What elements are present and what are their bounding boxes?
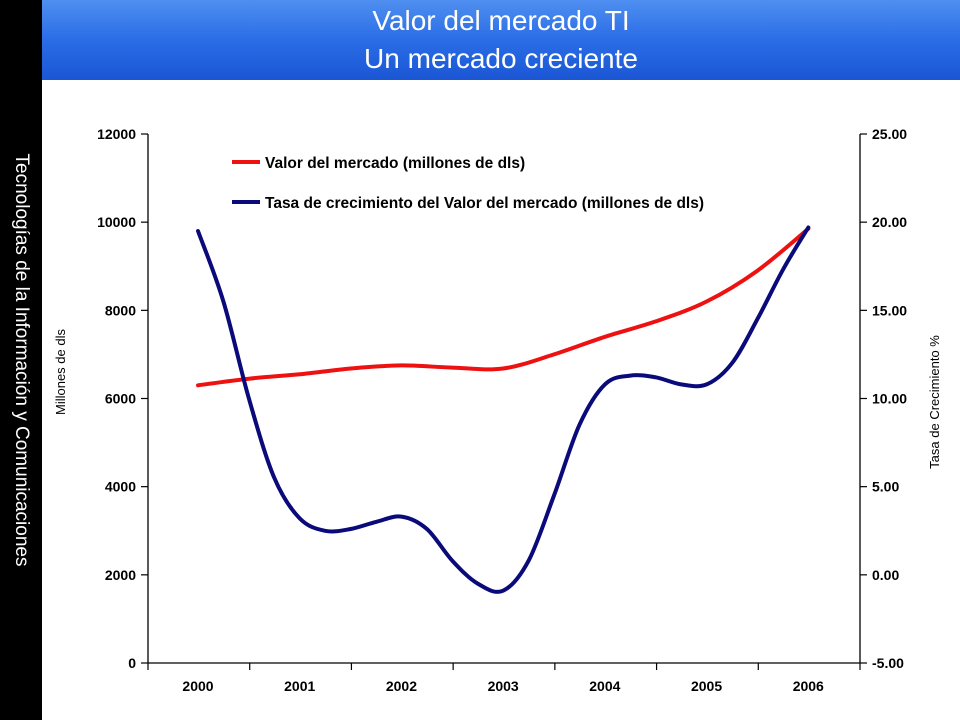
y-left-tick-label: 10000 xyxy=(97,214,136,230)
x-tick-label: 2000 xyxy=(182,678,213,694)
legend: Valor del mercado (millones de dls) Tasa … xyxy=(232,155,704,212)
y-left-tick-label: 0 xyxy=(128,655,136,671)
series-line-2 xyxy=(196,225,811,594)
y-right-tick-label: 5.00 xyxy=(872,479,899,495)
y-right-tick-label: 0.00 xyxy=(872,567,899,583)
y-right-tick-label: 15.00 xyxy=(872,302,907,318)
axes: 0 2000 4000 6000 8000 10000 12000 -5.00 0.00 5.00… xyxy=(97,126,907,694)
legend-label-1: Valor del mercado (millones de dls) xyxy=(265,155,525,172)
header: Valor del mercado TI Un mercado crecient… xyxy=(42,0,960,80)
x-tick-label: 2006 xyxy=(793,678,824,694)
legend-label-2: Tasa de crecimiento del Valor del mercad… xyxy=(265,195,704,212)
y-right-tick-label: 10.00 xyxy=(872,391,907,407)
y-right-tick-label: 20.00 xyxy=(872,214,907,230)
y-axis-left-title: Millones de dls xyxy=(53,329,68,415)
x-tick-label: 2003 xyxy=(488,678,519,694)
x-tick-label: 2002 xyxy=(386,678,417,694)
line-chart: 0 2000 4000 6000 8000 10000 12000 -5.00 0.00 5.00… xyxy=(53,126,942,694)
y-left-tick-label: 4000 xyxy=(105,479,136,495)
slide-subtitle: Un mercado creciente xyxy=(364,43,638,74)
x-tick-label: 2005 xyxy=(691,678,722,694)
y-right-tick-label: -5.00 xyxy=(872,655,904,671)
slide-title: Valor del mercado TI xyxy=(372,5,630,36)
y-axis-right-title: Tasa de Crecimiento % xyxy=(927,335,942,469)
y-left-tick-label: 12000 xyxy=(97,126,136,142)
sidebar: Tecnologías de la Información y Comunica… xyxy=(0,0,42,720)
y-right-tick-label: 25.00 xyxy=(872,126,907,142)
y-left-tick-label: 2000 xyxy=(105,567,136,583)
x-tick-label: 2001 xyxy=(284,678,315,694)
series-layer xyxy=(196,225,811,594)
sidebar-title: Tecnologías de la Información y Comunica… xyxy=(11,153,32,567)
x-tick-label: 2004 xyxy=(589,678,620,694)
y-left-tick-label: 6000 xyxy=(105,391,136,407)
series-line-1 xyxy=(196,226,811,388)
y-left-tick-label: 8000 xyxy=(105,302,136,318)
